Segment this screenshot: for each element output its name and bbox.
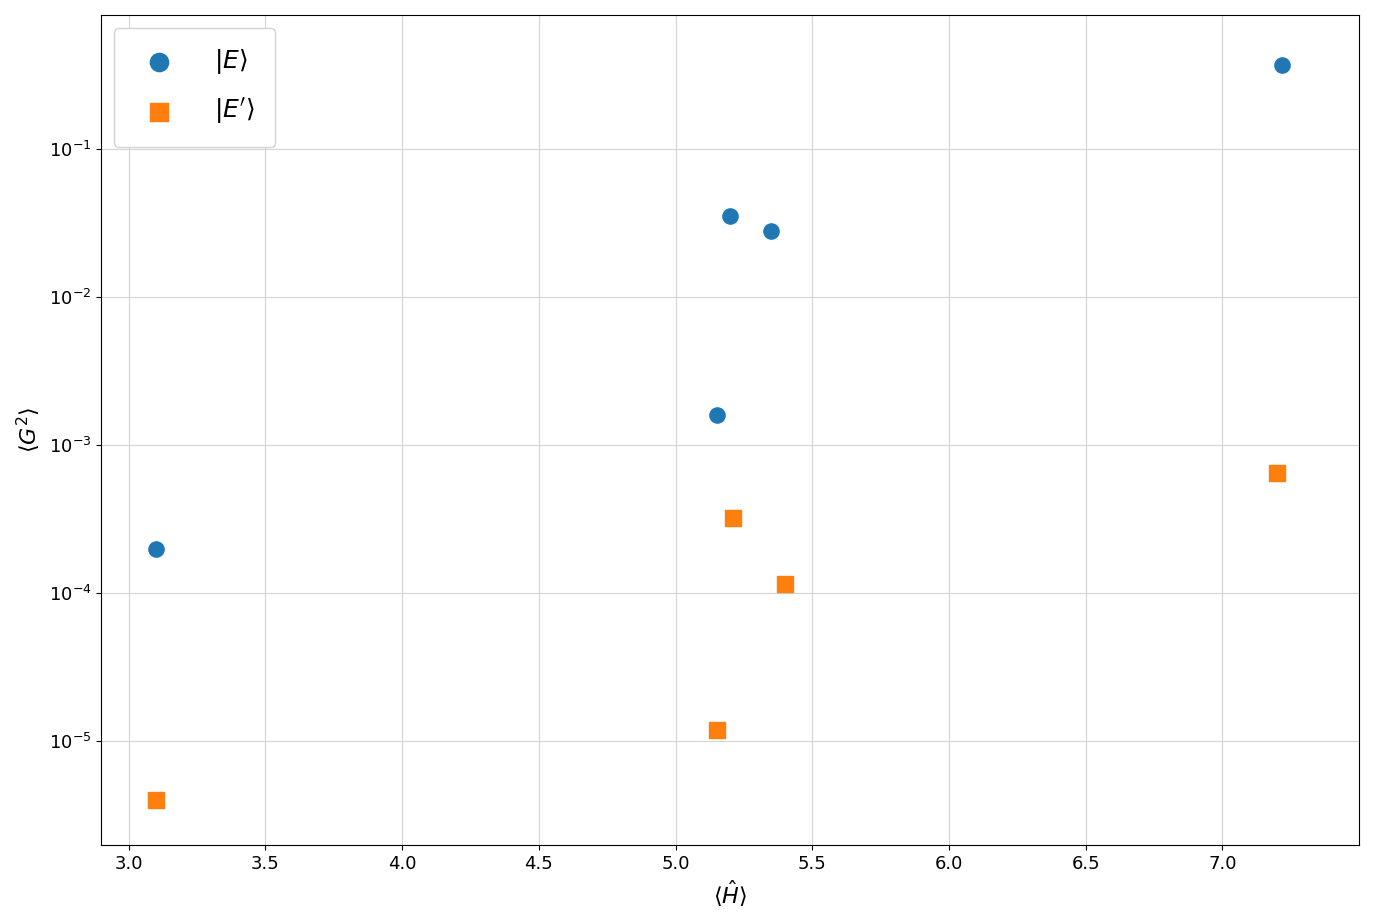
Legend: $| E\rangle$, $| E'\rangle$: $| E\rangle$, $| E'\rangle$ [114,28,275,147]
X-axis label: $\langle \hat{H} \rangle$: $\langle \hat{H} \rangle$ [713,878,747,909]
$| E\rangle$ [146,541,168,556]
$| E'\rangle$ [774,577,796,591]
$| E'\rangle$ [705,723,727,737]
$| E\rangle$ [705,407,727,422]
Y-axis label: $\langle G^2 \rangle$: $\langle G^2 \rangle$ [15,407,43,454]
$| E'\rangle$ [1265,466,1287,480]
$| E\rangle$ [1271,57,1293,72]
$| E\rangle$ [760,224,782,238]
$| E'\rangle$ [146,793,168,808]
$| E\rangle$ [719,209,741,224]
$| E'\rangle$ [721,511,743,526]
